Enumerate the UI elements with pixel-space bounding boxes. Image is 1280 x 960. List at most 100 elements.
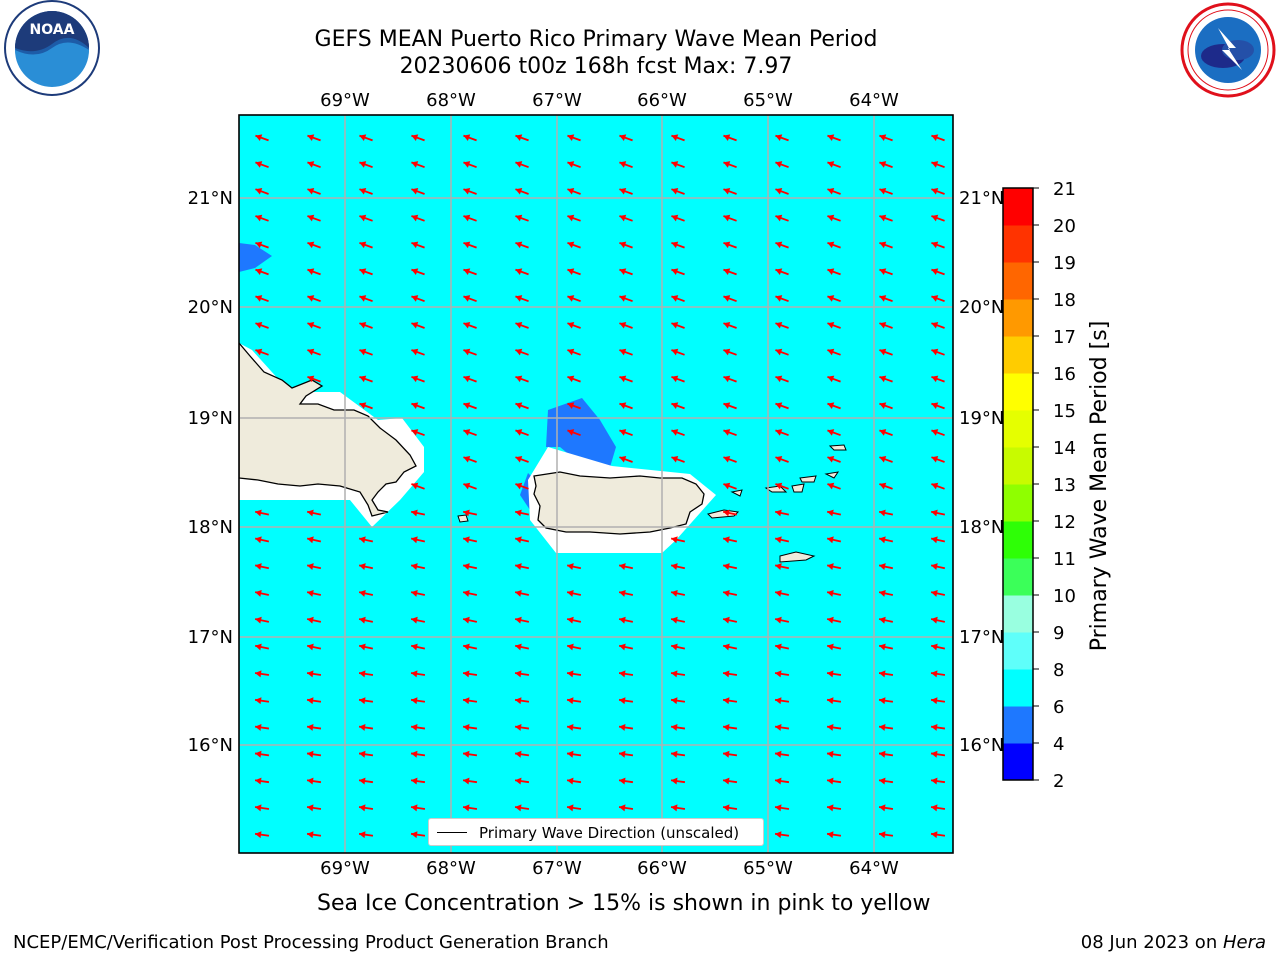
lat-tick: 20°N xyxy=(959,297,1004,318)
wave-arrow-head xyxy=(619,723,626,731)
wave-arrow-head xyxy=(411,187,419,195)
wave-arrow-head xyxy=(463,268,471,275)
land-stcroix xyxy=(779,551,816,563)
wave-arrow-head xyxy=(619,670,626,678)
wave-arrow-head xyxy=(411,214,419,222)
wave-arrow-head xyxy=(775,563,782,571)
colorbar-segment xyxy=(1003,299,1033,337)
wave-arrow-head xyxy=(723,670,730,678)
wave-arrow-head xyxy=(671,697,678,705)
wave-arrow-head xyxy=(307,643,314,651)
wave-arrow-head xyxy=(515,268,523,275)
wave-arrow-head xyxy=(671,750,678,758)
wave-arrow-head xyxy=(307,134,315,141)
wave-arrow-head xyxy=(775,455,783,463)
wave-arrow-head xyxy=(359,268,367,275)
wave-arrow-head xyxy=(463,402,471,409)
wave-arrow-head xyxy=(411,268,419,275)
lat-tick: 17°N xyxy=(188,627,233,648)
wave-arrow-head xyxy=(619,268,627,275)
legend-line-swatch xyxy=(437,832,467,833)
wave-arrow-head xyxy=(463,589,470,597)
wave-arrow-head xyxy=(671,375,679,383)
colorbar-segment xyxy=(1003,743,1033,781)
wave-arrow-head xyxy=(931,831,938,839)
wave-arrow-head xyxy=(775,643,782,651)
colorbar-segment xyxy=(1003,336,1033,374)
wave-arrow-head xyxy=(463,509,470,517)
wave-arrow-head xyxy=(567,670,574,678)
land-stjohn xyxy=(791,483,805,493)
wave-arrow-head xyxy=(307,509,314,517)
wave-arrow-head xyxy=(411,831,418,839)
wave-arrow-head xyxy=(515,777,522,785)
wave-arrow-head xyxy=(827,429,835,436)
wave-arrow-head xyxy=(567,214,575,222)
wave-arrow-head xyxy=(411,750,418,758)
wave-arrow-head xyxy=(879,804,886,812)
wave-arrow-head xyxy=(359,804,366,812)
wave-arrow-head xyxy=(723,589,730,597)
wave-arrow-head xyxy=(255,697,262,705)
colorbar-segment xyxy=(1003,669,1033,707)
wave-arrow-head xyxy=(515,187,523,195)
wave-arrow-head xyxy=(931,482,939,490)
wave-arrow-head xyxy=(827,831,834,839)
wave-arrow-head xyxy=(255,723,262,731)
wave-arrow-head xyxy=(515,643,522,651)
wave-arrow-head xyxy=(723,750,730,758)
colorbar-tick-label: 11 xyxy=(1053,549,1076,570)
wave-arrow-head xyxy=(255,214,263,222)
wave-arrow-head xyxy=(723,214,731,222)
wave-arrow-head xyxy=(463,536,470,544)
wave-arrow-head xyxy=(515,509,522,517)
wave-arrow-head xyxy=(879,482,887,490)
wave-arrow-head xyxy=(671,268,679,275)
wave-arrow-head xyxy=(931,536,938,544)
wave-arrow-head xyxy=(255,563,262,571)
lat-tick: 19°N xyxy=(188,408,233,429)
wave-arrow-head xyxy=(879,455,887,463)
wave-arrow-head xyxy=(827,321,835,329)
wave-arrow-head xyxy=(463,429,471,436)
wave-arrow-head xyxy=(671,643,678,651)
wave-arrow-head xyxy=(879,375,887,383)
wave-arrow-head xyxy=(463,295,471,302)
wave-arrow-head xyxy=(359,563,366,571)
wave-arrow-head xyxy=(827,589,834,597)
wave-arrow-head xyxy=(723,295,731,302)
colorbar-segment xyxy=(1003,558,1033,596)
colorbar-segment xyxy=(1003,225,1033,263)
wave-arrow-head xyxy=(775,697,782,705)
wave-arrow-head xyxy=(307,161,315,168)
wave-arrow-head xyxy=(567,321,575,329)
wave-arrow-head xyxy=(307,804,314,812)
wave-arrow-head xyxy=(775,777,782,785)
wave-arrow-head xyxy=(879,429,887,436)
wave-arrow-head xyxy=(931,643,938,651)
wave-arrow-head xyxy=(255,509,262,517)
wave-arrow-head xyxy=(879,214,887,222)
wave-arrow-head xyxy=(255,161,263,168)
wave-arrow-head xyxy=(723,536,730,544)
wave-arrow-head xyxy=(775,536,782,544)
wave-arrow-head xyxy=(307,589,314,597)
wave-arrow-head xyxy=(827,723,834,731)
wave-arrow-head xyxy=(931,321,939,329)
wave-arrow-head xyxy=(775,214,783,222)
wave-arrow-head xyxy=(723,455,731,463)
wave-arrow-head xyxy=(411,697,418,705)
wave-arrow-head xyxy=(671,804,678,812)
wave-arrow-head xyxy=(307,723,314,731)
map-frame xyxy=(238,114,954,854)
lat-tick: 21°N xyxy=(959,188,1004,209)
wave-arrow-head xyxy=(879,589,886,597)
wave-arrow-head xyxy=(411,723,418,731)
wave-arrow-head xyxy=(931,804,938,812)
wave-arrow-head xyxy=(255,777,262,785)
wave-arrow-head xyxy=(359,214,367,222)
wave-arrow-head xyxy=(567,375,575,383)
land-hispaniola xyxy=(239,341,417,517)
lon-tick: 64°W xyxy=(849,90,899,111)
